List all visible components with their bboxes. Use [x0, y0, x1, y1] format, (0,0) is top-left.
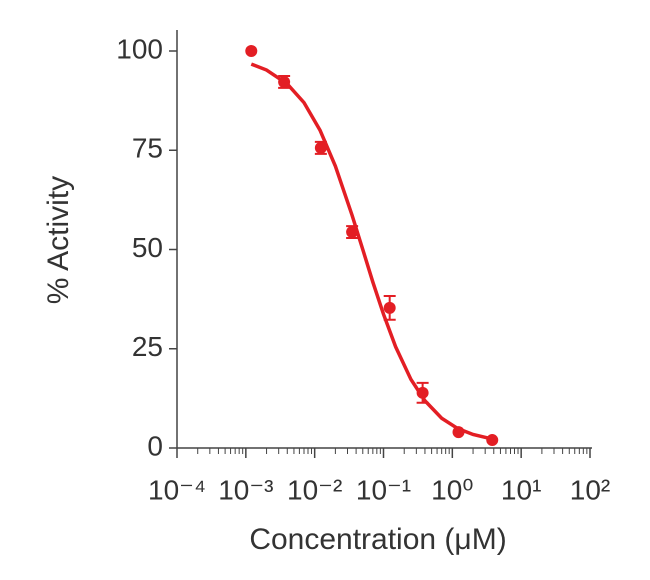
y-tick-label: 75 [132, 133, 163, 164]
x-tick-label: 10⁻⁴ [148, 474, 206, 505]
data-point [346, 226, 359, 239]
x-tick-label: 10⁻³ [218, 474, 273, 505]
y-axis-title: % Activity [42, 176, 75, 304]
data-point [452, 426, 465, 439]
fit-curve [250, 62, 491, 441]
data-point [486, 434, 499, 447]
y-tick-label: 100 [116, 33, 163, 64]
data-point [278, 75, 291, 88]
data-point [314, 141, 327, 154]
x-axis-title: Concentration (μM) [249, 523, 506, 556]
data-point [416, 386, 429, 399]
data-point [245, 45, 258, 57]
data-point [383, 301, 396, 314]
x-tick-label: 10² [570, 474, 610, 505]
x-tick-label: 10¹ [501, 474, 541, 505]
y-tick-label: 25 [132, 331, 163, 362]
x-tick-label: 10⁻¹ [356, 474, 411, 505]
y-tick-label: 0 [147, 430, 163, 461]
x-tick-label: 10⁻² [287, 474, 342, 505]
x-tick-label: 10⁰ [431, 474, 473, 505]
y-tick-label: 50 [132, 232, 163, 263]
